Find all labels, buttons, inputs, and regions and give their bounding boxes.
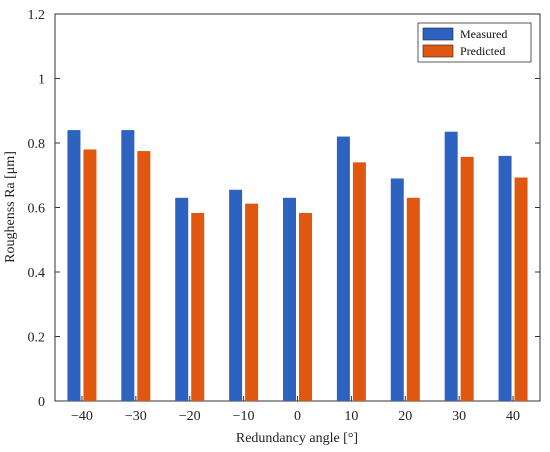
- y-tick-label: 0.6: [28, 202, 46, 217]
- x-tick-label: 40: [506, 409, 520, 424]
- bar-measured: [390, 178, 404, 401]
- bar-predicted: [460, 156, 474, 401]
- bar-predicted: [514, 177, 528, 401]
- bar-predicted: [352, 162, 366, 401]
- bar-predicted: [299, 212, 312, 401]
- y-tick-label: 0.2: [28, 331, 46, 346]
- x-tick-label: 30: [452, 409, 466, 424]
- bar-predicted: [191, 212, 205, 401]
- bar-predicted: [83, 149, 97, 401]
- x-tick-label: −20: [179, 409, 201, 424]
- y-axis-label: Roughenss Ra [μm]: [3, 151, 18, 263]
- bar-measured: [444, 131, 458, 401]
- x-tick-label: 20: [398, 409, 412, 424]
- x-ticks-group: −40 −30 −20 −10 0 10 20 30 40: [71, 396, 520, 424]
- y-ticks-group: 0 0.2 0.4 0.6 0.8 1 1.2: [28, 8, 540, 410]
- legend-label-measured: Measured: [460, 27, 507, 41]
- bar-predicted: [137, 151, 151, 401]
- bar-measured: [175, 197, 189, 401]
- x-tick-label: −30: [125, 409, 147, 424]
- bar-measured: [121, 130, 135, 401]
- bar-measured: [229, 189, 243, 401]
- legend-label-predicted: Predicted: [460, 44, 505, 58]
- y-tick-label: 1.2: [28, 8, 46, 23]
- x-tick-label: −40: [71, 409, 93, 424]
- x-tick-label: 10: [344, 409, 358, 424]
- bar-measured: [67, 130, 81, 401]
- legend-swatch-measured: [422, 27, 454, 41]
- y-tick-label: 0.4: [28, 266, 46, 281]
- plot-area: [54, 13, 541, 402]
- x-tick-label: 0: [294, 409, 301, 424]
- legend: Measured Predicted: [417, 22, 532, 63]
- x-axis-label: Redundancy angle [°]: [236, 431, 358, 446]
- bar-measured: [336, 136, 350, 402]
- y-tick-label: 0: [38, 395, 45, 410]
- x-tick-label: −10: [233, 409, 255, 424]
- legend-swatch-predicted: [422, 44, 454, 58]
- y-tick-label: 1: [38, 73, 45, 88]
- bar-predicted: [406, 197, 420, 401]
- bars-group: [67, 130, 528, 402]
- bar-predicted: [245, 203, 259, 401]
- bar-measured: [283, 197, 296, 401]
- y-tick-label: 0.8: [28, 137, 46, 152]
- bar-measured: [498, 155, 512, 401]
